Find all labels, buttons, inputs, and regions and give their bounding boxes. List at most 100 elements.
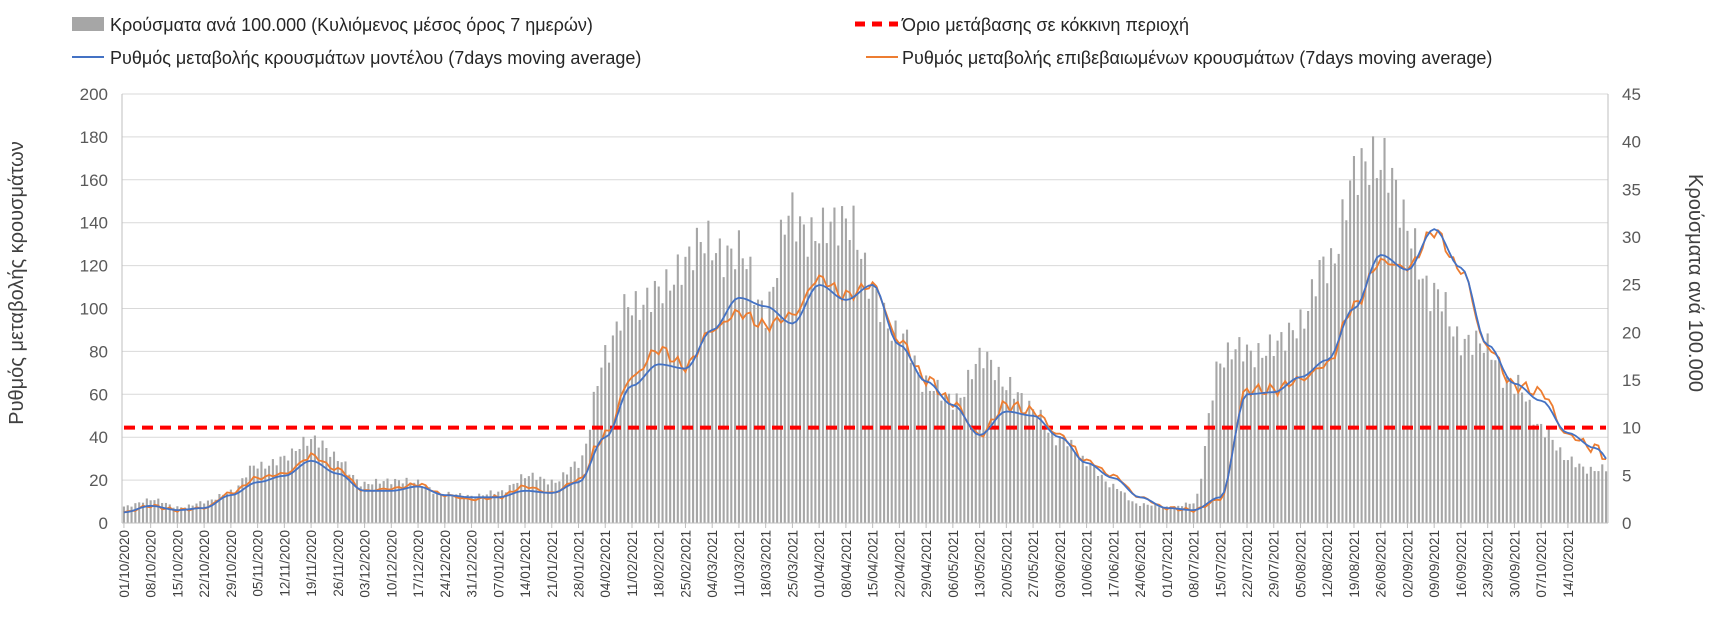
bar: [1425, 275, 1428, 523]
bar: [367, 483, 370, 523]
left-tick-label: 80: [89, 342, 108, 361]
bar: [313, 435, 316, 523]
bar: [455, 494, 458, 523]
bar: [779, 219, 783, 524]
x-tick-label: 05/11/2020: [251, 530, 266, 597]
x-tick-label: 24/06/2021: [1133, 530, 1148, 598]
bar: [1463, 338, 1466, 523]
bar: [1123, 492, 1126, 523]
left-tick-label: 180: [80, 128, 108, 147]
bar: [1161, 506, 1165, 523]
bar: [1024, 411, 1027, 523]
bar: [909, 362, 912, 523]
bar: [180, 507, 183, 523]
x-tick-label: 05/08/2021: [1294, 530, 1309, 598]
bar: [756, 299, 760, 523]
right-tick-label: 15: [1622, 371, 1641, 390]
bar: [1238, 337, 1241, 523]
right-tick-label: 5: [1622, 466, 1631, 485]
y-axis-title-right: Κρούσματα ανά 100.000: [1684, 174, 1706, 392]
bar: [149, 500, 152, 523]
bar: [581, 455, 584, 523]
bar: [279, 456, 282, 523]
right-tick-label: 40: [1622, 133, 1641, 152]
bar: [397, 480, 401, 523]
y-axis-title-left: Ρυθμός μεταβολής κρουσμάτων: [6, 141, 28, 425]
bar: [1257, 343, 1260, 523]
x-tick-label: 01/04/2021: [812, 530, 827, 598]
bar: [512, 483, 515, 523]
bar: [546, 484, 549, 523]
bar: [1093, 464, 1096, 523]
x-tick-label: 11/03/2021: [732, 530, 747, 597]
x-tick-label: 27/05/2021: [1026, 530, 1041, 598]
x-tick-label: 04/02/2021: [598, 530, 613, 598]
bar: [1070, 439, 1073, 523]
bar: [772, 286, 775, 523]
bar: [1005, 390, 1008, 523]
bar: [1249, 350, 1252, 523]
bar: [921, 391, 924, 523]
bar: [959, 397, 962, 523]
bar: [1436, 289, 1440, 523]
bar: [764, 327, 767, 523]
right-tick-label: 30: [1622, 228, 1641, 247]
bar: [879, 322, 882, 523]
bar: [783, 234, 786, 523]
bar: [462, 497, 465, 523]
bar: [420, 486, 423, 523]
bar: [1333, 263, 1336, 523]
bar: [1368, 184, 1371, 523]
bar: [1322, 256, 1325, 523]
right-tick-label: 35: [1622, 180, 1641, 199]
bar: [321, 440, 324, 523]
bar: [290, 448, 294, 523]
bar: [1490, 359, 1493, 523]
bar: [428, 487, 431, 523]
bar: [470, 495, 473, 523]
bar: [1429, 311, 1432, 523]
bar: [1456, 326, 1459, 523]
bar: [382, 481, 385, 523]
bar: [1574, 467, 1577, 523]
bar: [940, 400, 943, 523]
bar: [680, 284, 683, 523]
bar: [332, 451, 336, 523]
bar: [615, 321, 618, 523]
bar: [378, 483, 381, 523]
bar: [126, 505, 129, 523]
bar: [1402, 199, 1405, 523]
bar: [986, 351, 989, 523]
bar: [1329, 248, 1333, 523]
bar: [1077, 458, 1080, 523]
left-tick-label: 200: [80, 85, 108, 104]
legend: Κρούσματα ανά 100.000 (Κυλιόμενος μέσος …: [72, 15, 1492, 68]
bar: [1337, 253, 1340, 523]
bar: [1158, 507, 1161, 523]
bar: [1181, 506, 1184, 523]
bar: [672, 284, 676, 523]
bar: [1601, 464, 1604, 523]
bar: [405, 477, 408, 523]
bar: [1551, 439, 1554, 523]
x-tick-label: 03/12/2020: [358, 530, 373, 598]
bar: [1009, 376, 1012, 523]
bar: [565, 474, 569, 523]
right-tick-label: 25: [1622, 276, 1641, 295]
bar: [1112, 483, 1115, 523]
bar: [191, 505, 194, 523]
bar: [336, 461, 339, 523]
right-tick-label: 0: [1622, 514, 1631, 533]
bar: [1211, 400, 1214, 523]
x-tick-label: 13/05/2021: [973, 530, 988, 598]
bar: [1494, 360, 1497, 523]
bar: [799, 216, 802, 523]
bar: [271, 459, 274, 523]
bar: [592, 391, 595, 523]
bar: [1547, 429, 1550, 523]
bar: [352, 474, 355, 523]
bar: [630, 315, 634, 523]
bar: [161, 502, 164, 523]
x-tick-label: 24/12/2020: [438, 530, 453, 598]
bar: [1058, 436, 1061, 523]
